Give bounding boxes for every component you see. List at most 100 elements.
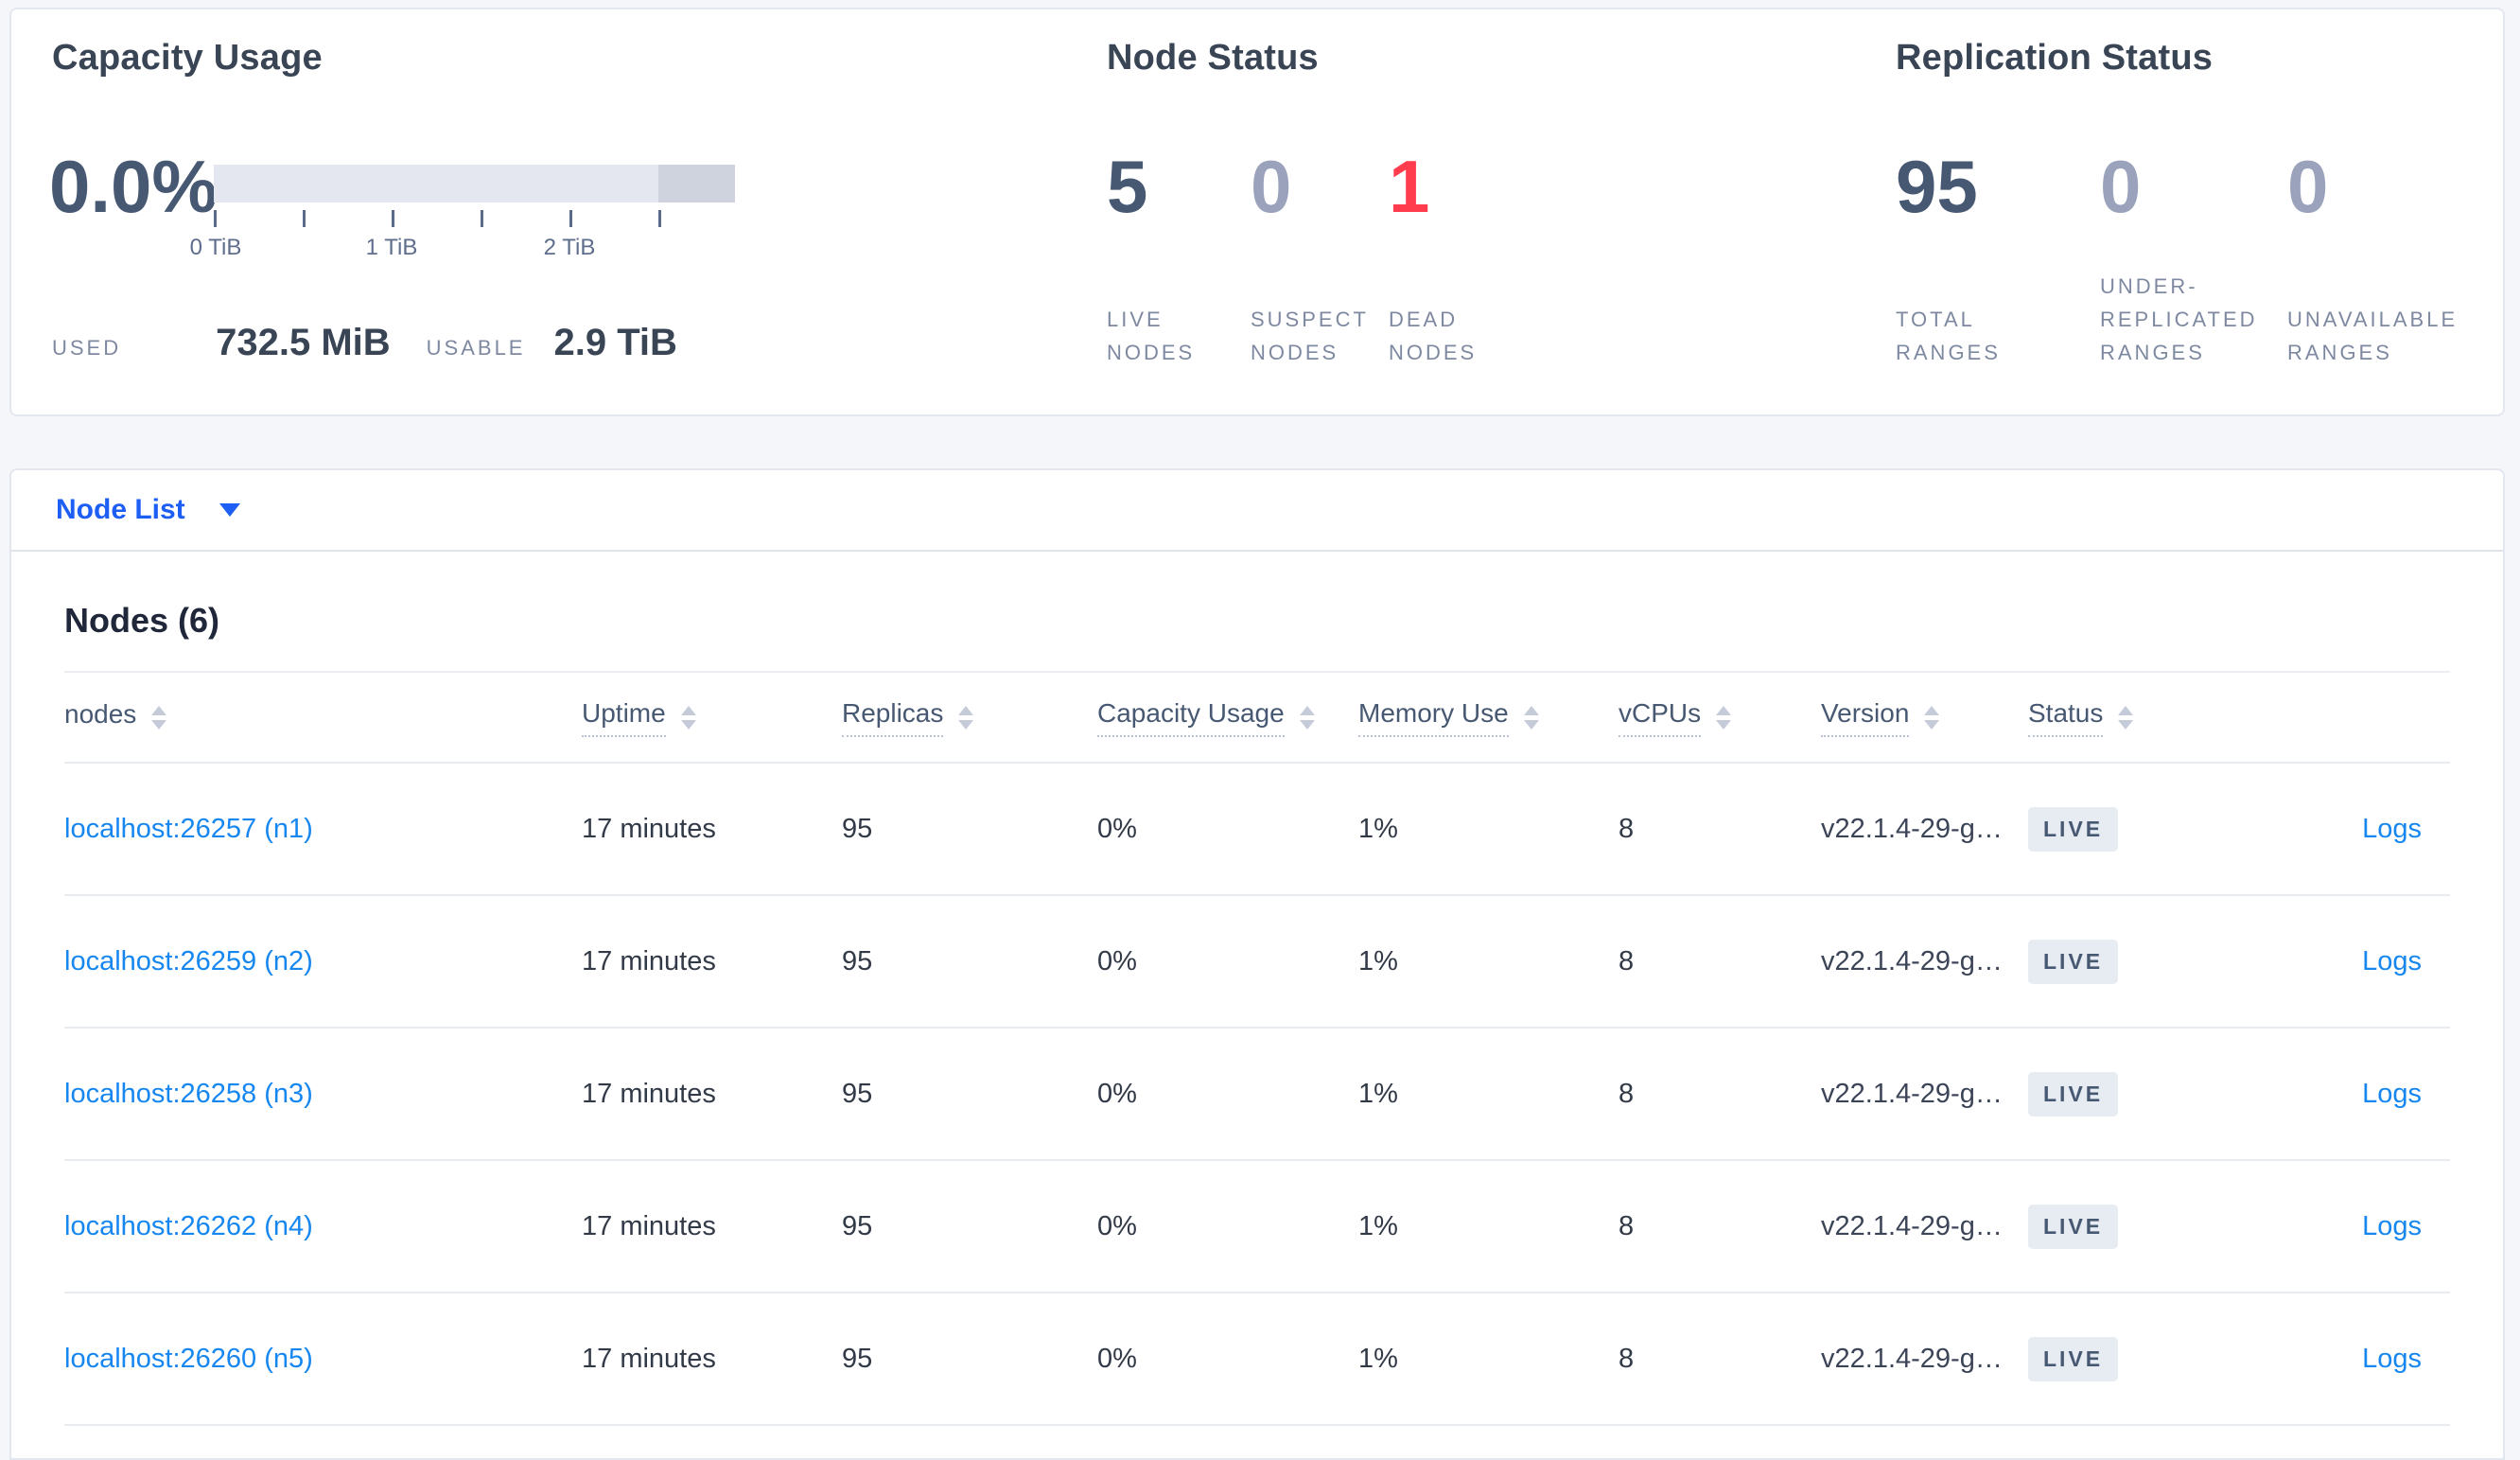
capacity-axis-ticks	[214, 210, 735, 227]
used-value: 732.5 MiB	[216, 322, 391, 363]
node-link[interactable]: localhost:26258 (n3)	[64, 1078, 313, 1109]
node-link[interactable]: localhost:26260 (n5)	[64, 1343, 313, 1374]
node-link[interactable]: localhost:26257 (n1)	[64, 813, 313, 844]
node-link[interactable]: localhost:26259 (n2)	[64, 945, 313, 976]
version-cell: v22.1.4-29-g…	[1821, 813, 2003, 844]
nodes-section-title: Nodes (6)	[64, 601, 220, 640]
table-row: localhost:26260 (n5) 17 minutes 95 0% 1%…	[64, 1293, 2450, 1426]
status-badge: LIVE	[2028, 1071, 2119, 1117]
capacity-cell: 0%	[1097, 813, 1137, 844]
usable-value: 2.9 TiB	[553, 322, 677, 363]
memory-cell: 1%	[1358, 945, 1398, 976]
under-replicated-stat: 0 UNDER-REPLICATED RANGES	[2100, 150, 2287, 369]
suspect-nodes-stat: 0 SUSPECT NODES	[1251, 150, 1389, 369]
capacity-bar	[214, 165, 735, 202]
under-replicated-label: UNDER-REPLICATED RANGES	[2100, 274, 2258, 364]
capacity-axis-labels: 0 TiB 1 TiB 2 TiB	[190, 235, 735, 263]
version-cell: v22.1.4-29-g…	[1821, 1078, 2003, 1109]
live-nodes-label: LIVE NODES	[1107, 308, 1196, 364]
version-cell: v22.1.4-29-g…	[1821, 1210, 2003, 1241]
uptime-cell: 17 minutes	[582, 945, 716, 976]
unavailable-ranges-value: 0	[2287, 145, 2329, 228]
status-badge: LIVE	[2028, 806, 2119, 852]
column-header-version[interactable]: Version	[1821, 698, 2028, 737]
memory-cell: 1%	[1358, 1078, 1398, 1109]
column-header-status[interactable]: Status	[2028, 698, 2236, 737]
capacity-usage-title: Capacity Usage	[52, 38, 323, 78]
sort-icon	[958, 705, 974, 730]
vcpus-cell: 8	[1619, 1343, 1635, 1374]
replicas-cell: 95	[842, 1078, 873, 1109]
memory-cell: 1%	[1358, 1210, 1398, 1241]
live-nodes-value: 5	[1107, 145, 1148, 228]
uptime-cell: 17 minutes	[582, 1343, 716, 1374]
capacity-used-usable: USED 732.5 MiB USABLE 2.9 TiB	[52, 322, 677, 364]
sort-icon	[1716, 705, 1732, 730]
column-header-uptime[interactable]: Uptime	[582, 698, 842, 737]
usable-label: USABLE	[426, 336, 526, 360]
tick-label-2: 2 TiB	[543, 235, 596, 260]
under-replicated-value: 0	[2100, 145, 2142, 228]
dead-nodes-value: 1	[1389, 145, 1430, 228]
logs-link[interactable]: Logs	[2362, 813, 2422, 844]
sort-icon	[151, 705, 167, 730]
column-header-nodes[interactable]: nodes	[64, 699, 582, 736]
view-selector-bar: Node List	[9, 468, 2505, 552]
nodes-panel: Nodes (6) nodes Uptime Replicas Capacity…	[9, 552, 2505, 1460]
sort-icon	[1523, 705, 1539, 730]
replicas-cell: 95	[842, 1210, 873, 1241]
column-header-memory-use[interactable]: Memory Use	[1358, 698, 1619, 737]
capacity-cell: 0%	[1097, 1343, 1137, 1374]
memory-cell: 1%	[1358, 813, 1398, 844]
total-ranges-stat: 95 TOTAL RANGES	[1896, 150, 2100, 369]
column-header-capacity-usage[interactable]: Capacity Usage	[1097, 698, 1358, 737]
total-ranges-value: 95	[1896, 145, 1978, 228]
dead-nodes-stat: 1 DEAD NODES	[1389, 150, 1549, 369]
node-list-dropdown-label: Node List	[56, 494, 185, 525]
node-list-dropdown[interactable]: Node List	[56, 494, 240, 526]
sort-icon	[1299, 705, 1315, 730]
table-row: localhost:26257 (n1) 17 minutes 95 0% 1%…	[64, 764, 2450, 896]
node-link[interactable]: localhost:26262 (n4)	[64, 1210, 313, 1241]
replication-stats: 95 TOTAL RANGES 0 UNDER-REPLICATED RANGE…	[1896, 150, 2520, 369]
logs-link[interactable]: Logs	[2362, 945, 2422, 976]
unavailable-ranges-stat: 0 UNAVAILABLE RANGES	[2287, 150, 2520, 369]
chevron-down-icon	[219, 503, 240, 517]
logs-link[interactable]: Logs	[2362, 1078, 2422, 1109]
table-row: localhost:26262 (n4) 17 minutes 95 0% 1%…	[64, 1161, 2450, 1293]
vcpus-cell: 8	[1619, 813, 1635, 844]
replicas-cell: 95	[842, 945, 873, 976]
vcpus-cell: 8	[1619, 945, 1635, 976]
capacity-percent: 0.0%	[49, 145, 218, 228]
column-header-vcpus[interactable]: vCPUs	[1619, 698, 1821, 737]
uptime-cell: 17 minutes	[582, 813, 716, 844]
cluster-summary-card: Capacity Usage 0.0% 0 TiB 1 TiB 2 TiB US…	[9, 8, 2505, 416]
replicas-cell: 95	[842, 1343, 873, 1374]
sort-icon	[1924, 705, 1940, 730]
title-separator	[64, 671, 2450, 673]
sort-icon	[2118, 705, 2134, 730]
used-label: USED	[52, 336, 122, 360]
memory-cell: 1%	[1358, 1343, 1398, 1374]
total-ranges-label: TOTAL RANGES	[1896, 308, 2001, 364]
uptime-cell: 17 minutes	[582, 1078, 716, 1109]
replication-status-title: Replication Status	[1896, 38, 2214, 78]
tick-label-0: 0 TiB	[189, 235, 242, 260]
column-header-replicas[interactable]: Replicas	[842, 698, 1097, 737]
sort-icon	[680, 705, 696, 730]
nodes-table-header: nodes Uptime Replicas Capacity Usage Mem…	[64, 673, 2450, 764]
status-badge: LIVE	[2028, 1336, 2119, 1381]
node-status-title: Node Status	[1107, 38, 1319, 78]
logs-link[interactable]: Logs	[2362, 1210, 2422, 1241]
unavailable-ranges-label: UNAVAILABLE RANGES	[2287, 308, 2459, 364]
uptime-cell: 17 minutes	[582, 1210, 716, 1241]
status-badge: LIVE	[2028, 939, 2119, 984]
node-status-stats: 5 LIVE NODES 0 SUSPECT NODES 1 DEAD NODE…	[1107, 150, 1549, 369]
logs-link[interactable]: Logs	[2362, 1343, 2422, 1374]
capacity-cell: 0%	[1097, 1078, 1137, 1109]
tick-label-1: 1 TiB	[365, 235, 418, 260]
capacity-bar-chart: 0 TiB 1 TiB 2 TiB	[190, 165, 744, 263]
capacity-cell: 0%	[1097, 1210, 1137, 1241]
vcpus-cell: 8	[1619, 1210, 1635, 1241]
table-row: localhost:26259 (n2) 17 minutes 95 0% 1%…	[64, 896, 2450, 1029]
